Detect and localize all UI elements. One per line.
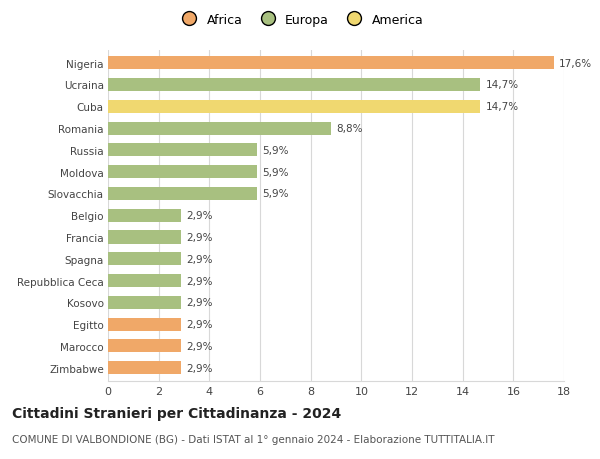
Text: 2,9%: 2,9% — [187, 341, 213, 351]
Bar — [108, 57, 554, 70]
Legend: Africa, Europa, America: Africa, Europa, America — [172, 9, 428, 32]
Bar — [108, 144, 257, 157]
Text: COMUNE DI VALBONDIONE (BG) - Dati ISTAT al 1° gennaio 2024 - Elaborazione TUTTIT: COMUNE DI VALBONDIONE (BG) - Dati ISTAT … — [12, 434, 494, 444]
Text: 8,8%: 8,8% — [336, 124, 362, 134]
Text: 5,9%: 5,9% — [263, 146, 289, 156]
Text: 5,9%: 5,9% — [263, 189, 289, 199]
Text: 17,6%: 17,6% — [559, 59, 592, 68]
Bar — [108, 296, 181, 309]
Bar — [108, 79, 481, 92]
Bar — [108, 209, 181, 222]
Bar — [108, 187, 257, 201]
Text: 2,9%: 2,9% — [187, 232, 213, 242]
Bar — [108, 340, 181, 353]
Text: 2,9%: 2,9% — [187, 276, 213, 286]
Text: 5,9%: 5,9% — [263, 167, 289, 177]
Text: 14,7%: 14,7% — [485, 102, 518, 112]
Text: 2,9%: 2,9% — [187, 319, 213, 330]
Bar — [108, 122, 331, 135]
Bar — [108, 231, 181, 244]
Text: 2,9%: 2,9% — [187, 363, 213, 373]
Text: 14,7%: 14,7% — [485, 80, 518, 90]
Text: 2,9%: 2,9% — [187, 298, 213, 308]
Bar — [108, 318, 181, 331]
Text: Cittadini Stranieri per Cittadinanza - 2024: Cittadini Stranieri per Cittadinanza - 2… — [12, 406, 341, 420]
Bar — [108, 101, 481, 113]
Bar — [108, 253, 181, 266]
Bar — [108, 361, 181, 375]
Bar — [108, 166, 257, 179]
Text: 2,9%: 2,9% — [187, 254, 213, 264]
Text: 2,9%: 2,9% — [187, 211, 213, 221]
Bar — [108, 274, 181, 287]
